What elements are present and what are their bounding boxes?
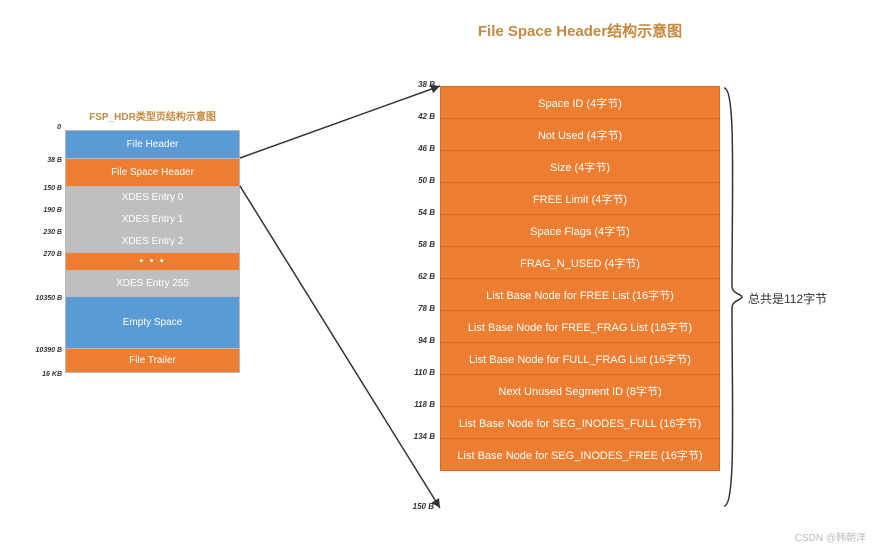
right-row: 118 BList Base Node for SEG_INODES_FULL … — [440, 407, 720, 439]
right-title: File Space Header结构示意图 — [440, 20, 720, 41]
right-offset-label: 58 B — [403, 240, 435, 249]
left-row: XDES Entry 25510350 B — [65, 271, 240, 297]
left-row-label: File Header — [127, 139, 179, 150]
right-row-label: Space ID (4字节) — [538, 95, 622, 111]
right-row: 54 BSpace Flags (4字节) — [440, 215, 720, 247]
left-row: File Trailer16 KB — [65, 349, 240, 373]
right-stack: 38 BSpace ID (4字节)42 BNot Used (4字节)46 B… — [440, 86, 720, 471]
left-stack: File Header38 BFile Space Header150 BXDE… — [65, 130, 240, 373]
left-row: XDES Entry 0190 B — [65, 187, 240, 209]
left-offset-label: 10350 B — [24, 295, 62, 302]
brace-label: 总共是112字节 — [748, 290, 827, 307]
right-row: 62 BList Base Node for FREE List (16字节) — [440, 279, 720, 311]
left-row-label: Empty Space — [123, 317, 182, 328]
left-row: Empty Space10390 B — [65, 297, 240, 349]
left-row-label: • • • — [139, 256, 165, 267]
right-row: 94 BList Base Node for FULL_FRAG List (1… — [440, 343, 720, 375]
right-offset-label: 54 B — [403, 208, 435, 217]
left-title: FSP_HDR类型页结构示意图 — [65, 108, 240, 123]
right-row: 42 BNot Used (4字节) — [440, 119, 720, 151]
watermark: CSDN @韩朝洋 — [795, 529, 866, 544]
right-row-label: FRAG_N_USED (4字节) — [520, 255, 640, 271]
right-row-label: List Base Node for FREE List (16字节) — [486, 287, 674, 303]
right-row-label: List Base Node for FULL_FRAG List (16字节) — [469, 351, 691, 367]
right-row-label: Space Flags (4字节) — [530, 223, 630, 239]
left-offset-label: 16 KB — [24, 371, 62, 378]
right-offset-label: 42 B — [403, 112, 435, 121]
right-last-offset: 150 B — [402, 502, 434, 511]
right-row: 134 BList Base Node for SEG_INODES_FREE … — [440, 439, 720, 471]
left-row-label: XDES Entry 1 — [122, 214, 184, 225]
left-offset-label: 38 B — [24, 157, 62, 164]
right-offset-label: 50 B — [403, 176, 435, 185]
right-row-label: Size (4字节) — [550, 159, 610, 175]
left-offset-label: 10390 B — [24, 347, 62, 354]
right-offset-label: 94 B — [403, 336, 435, 345]
right-row-label: List Base Node for SEG_INODES_FULL (16字节… — [459, 415, 701, 431]
right-offset-label: 110 B — [403, 368, 435, 377]
right-row: 78 BList Base Node for FREE_FRAG List (1… — [440, 311, 720, 343]
right-offset-label: 46 B — [403, 144, 435, 153]
left-offset-label: 270 B — [24, 251, 62, 258]
left-row-label: XDES Entry 2 — [122, 236, 184, 247]
left-row: File Header38 B — [65, 131, 240, 159]
left-row: • • • — [65, 253, 240, 271]
right-offset-label: 62 B — [403, 272, 435, 281]
left-row: XDES Entry 1230 B — [65, 209, 240, 231]
left-row-label: XDES Entry 0 — [122, 192, 184, 203]
left-offset-label: 230 B — [24, 229, 62, 236]
right-row: 46 BSize (4字节) — [440, 151, 720, 183]
left-offset-label: 190 B — [24, 207, 62, 214]
right-row: 58 BFRAG_N_USED (4字节) — [440, 247, 720, 279]
right-row: 38 BSpace ID (4字节) — [440, 87, 720, 119]
left-first-offset: 0 — [23, 124, 61, 131]
right-row-label: Next Unused Segment ID (8字节) — [498, 383, 661, 399]
right-offset-label: 38 B — [403, 80, 435, 89]
right-row-label: List Base Node for SEG_INODES_FREE (16字节… — [457, 447, 702, 463]
right-row-label: Not Used (4字节) — [538, 127, 622, 143]
left-row-label: File Space Header — [111, 167, 194, 178]
right-row-label: List Base Node for FREE_FRAG List (16字节) — [468, 319, 692, 335]
right-offset-label: 118 B — [403, 400, 435, 409]
right-row: 110 BNext Unused Segment ID (8字节) — [440, 375, 720, 407]
brace-icon — [722, 86, 744, 508]
left-row: XDES Entry 2270 B — [65, 231, 240, 253]
right-row: 50 BFREE Limit (4字节) — [440, 183, 720, 215]
right-offset-label: 78 B — [403, 304, 435, 313]
left-offset-label: 150 B — [24, 185, 62, 192]
left-row: File Space Header150 B — [65, 159, 240, 187]
left-row-label: File Trailer — [129, 355, 176, 366]
right-row-label: FREE Limit (4字节) — [533, 191, 627, 207]
left-row-label: XDES Entry 255 — [116, 278, 189, 289]
right-offset-label: 134 B — [403, 432, 435, 441]
